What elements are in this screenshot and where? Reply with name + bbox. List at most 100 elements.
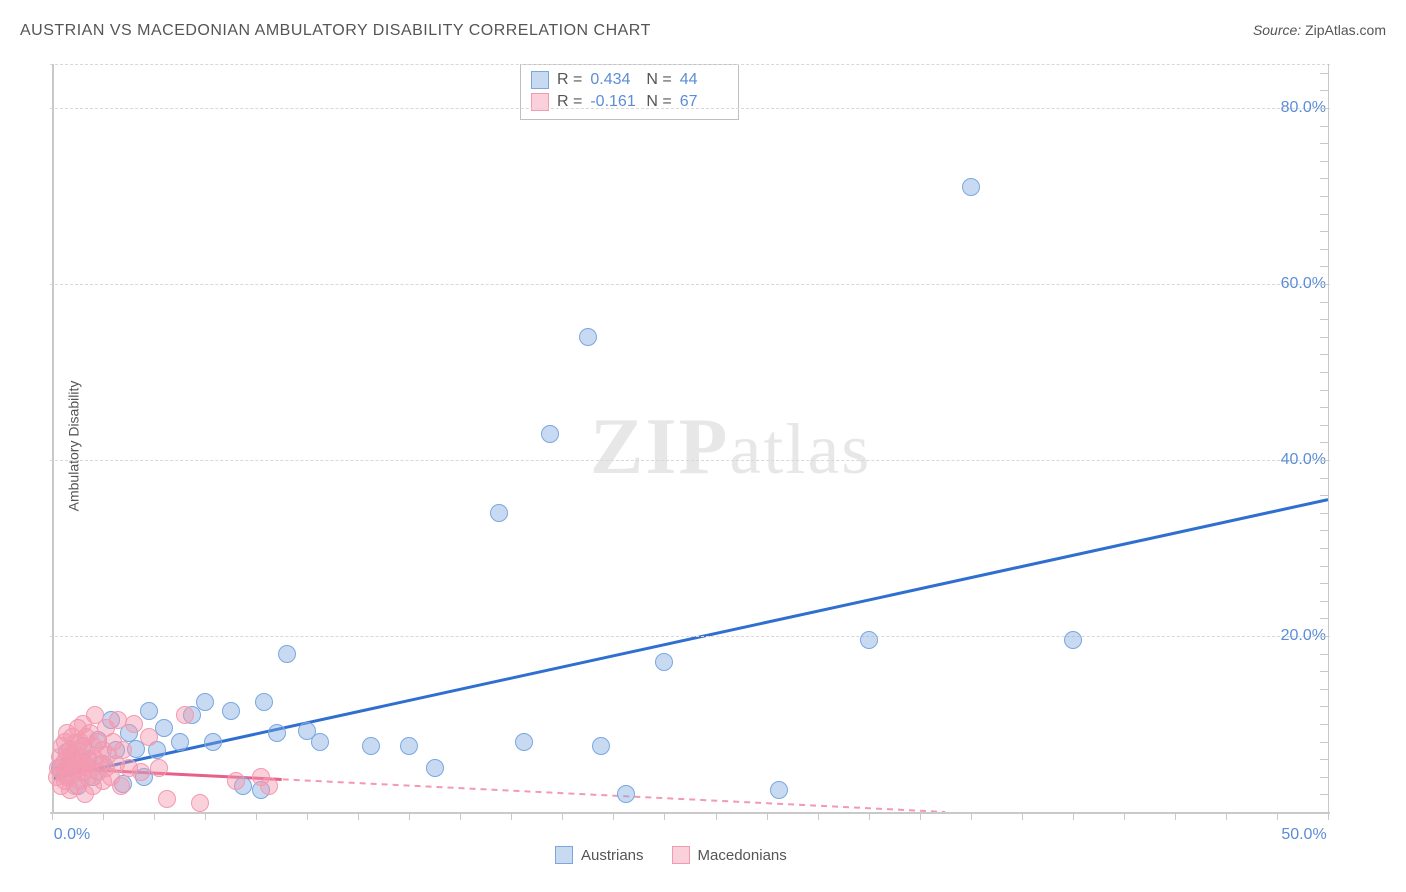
y-tick [1320, 108, 1328, 109]
y-tick [1320, 654, 1328, 655]
x-tick [716, 812, 717, 820]
y-tick [1320, 302, 1328, 303]
data-point [268, 724, 286, 742]
data-point [227, 772, 245, 790]
watermark: ZIPatlas [590, 402, 871, 493]
legend-n-value: 44 [680, 71, 728, 89]
y-tick [1320, 495, 1328, 496]
y-tick [1320, 794, 1328, 795]
y-tick [1320, 372, 1328, 373]
legend-correlation-box: R =0.434N =44R =-0.161N =67 [520, 64, 739, 120]
x-tick [358, 812, 359, 820]
y-tick [1320, 231, 1328, 232]
data-point [311, 733, 329, 751]
data-point [255, 693, 273, 711]
legend-label: Austrians [581, 847, 644, 864]
data-point [150, 759, 168, 777]
gridline [50, 108, 1330, 109]
trend-line [52, 768, 945, 812]
y-tick [1320, 618, 1328, 619]
chart-header: AUSTRIAN VS MACEDONIAN AMBULATORY DISABI… [20, 22, 1386, 46]
x-tick [818, 812, 819, 820]
y-tick [1320, 90, 1328, 91]
data-point [1064, 631, 1082, 649]
y-tick [1320, 583, 1328, 584]
y-tick [1320, 214, 1328, 215]
y-tick [1320, 478, 1328, 479]
y-tick [1320, 724, 1328, 725]
x-tick [154, 812, 155, 820]
x-tick [256, 812, 257, 820]
data-point [592, 737, 610, 755]
y-tick [1320, 249, 1328, 250]
y-tick [1320, 513, 1328, 514]
data-point [140, 728, 158, 746]
y-tick [1320, 689, 1328, 690]
x-tick [103, 812, 104, 820]
chart-source: Source: ZipAtlas.com [1253, 22, 1386, 38]
y-tick [1320, 742, 1328, 743]
y-tick [1320, 671, 1328, 672]
watermark-rest: atlas [729, 409, 871, 489]
x-tick [1226, 812, 1227, 820]
trend-line [52, 500, 1328, 779]
legend-stat-row: R =-0.161N =67 [531, 91, 728, 113]
x-tick [920, 812, 921, 820]
legend-r-value: 0.434 [590, 71, 638, 89]
gridline [50, 636, 1330, 637]
chart-title: AUSTRIAN VS MACEDONIAN AMBULATORY DISABI… [20, 22, 651, 39]
x-tick [1124, 812, 1125, 820]
x-axis [50, 812, 1330, 814]
legend-swatch [672, 846, 690, 864]
x-tick [1073, 812, 1074, 820]
data-point [617, 785, 635, 803]
data-point [196, 693, 214, 711]
data-point [140, 702, 158, 720]
data-point [132, 763, 150, 781]
x-tick [205, 812, 206, 820]
y-tick [1320, 530, 1328, 531]
data-point [655, 653, 673, 671]
legend-stat-row: R =0.434N =44 [531, 69, 728, 91]
x-tick [460, 812, 461, 820]
source-label: Source: [1253, 22, 1305, 38]
x-tick [1328, 812, 1329, 820]
data-point [171, 733, 189, 751]
data-point [490, 504, 508, 522]
x-tick [1175, 812, 1176, 820]
x-origin-label: 0.0% [54, 826, 90, 844]
x-tick [511, 812, 512, 820]
data-point [400, 737, 418, 755]
y-tick [1320, 548, 1328, 549]
y-tick [1320, 566, 1328, 567]
y-tick [1320, 178, 1328, 179]
x-tick [613, 812, 614, 820]
y-tick [1320, 759, 1328, 760]
data-point [579, 328, 597, 346]
y-tick [1320, 442, 1328, 443]
y-tick [1320, 812, 1328, 813]
data-point [125, 715, 143, 733]
y-tick [1320, 337, 1328, 338]
data-point [426, 759, 444, 777]
y-tick [1320, 266, 1328, 267]
y-axis [52, 64, 54, 812]
data-point [278, 645, 296, 663]
x-tick [869, 812, 870, 820]
data-point [112, 777, 130, 795]
x-tick [767, 812, 768, 820]
data-point [962, 178, 980, 196]
y-tick [1320, 196, 1328, 197]
source-value: ZipAtlas.com [1305, 22, 1386, 38]
data-point [860, 631, 878, 649]
y-tick [1320, 284, 1328, 285]
y-tick [1320, 460, 1328, 461]
y-axis-right [1328, 64, 1329, 812]
y-tick [1320, 777, 1328, 778]
legend-swatch [531, 71, 549, 89]
legend-r-label: R = [557, 71, 582, 89]
x-max-label: 50.0% [1281, 826, 1326, 844]
y-tick [1320, 636, 1328, 637]
trend-lines [50, 62, 1330, 832]
scatter-plot: ZIPatlas R =0.434N =44R =-0.161N =67 20.… [50, 62, 1330, 832]
